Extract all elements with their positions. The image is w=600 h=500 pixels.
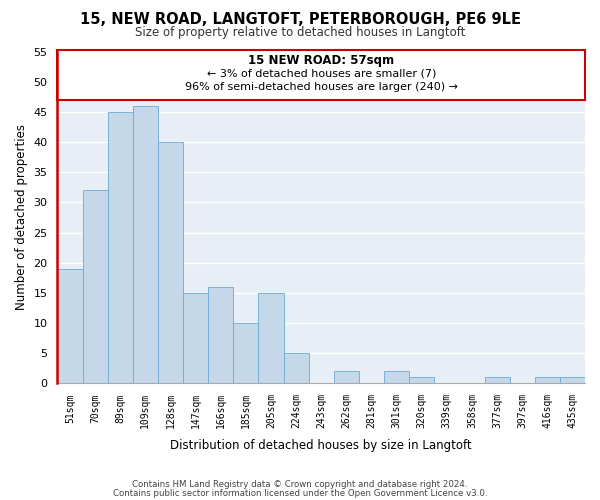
Text: Contains HM Land Registry data © Crown copyright and database right 2024.: Contains HM Land Registry data © Crown c… [132, 480, 468, 489]
Bar [158, 142, 183, 384]
Bar [58, 269, 83, 384]
Bar [233, 323, 259, 384]
Bar [535, 378, 560, 384]
Bar [485, 378, 509, 384]
Bar [183, 293, 208, 384]
Bar [284, 353, 308, 384]
Text: 15, NEW ROAD, LANGTOFT, PETERBOROUGH, PE6 9LE: 15, NEW ROAD, LANGTOFT, PETERBOROUGH, PE… [79, 12, 521, 28]
Bar [259, 293, 284, 384]
Bar [560, 378, 585, 384]
Bar [133, 106, 158, 384]
X-axis label: Distribution of detached houses by size in Langtoft: Distribution of detached houses by size … [170, 440, 472, 452]
Text: 96% of semi-detached houses are larger (240) →: 96% of semi-detached houses are larger (… [185, 82, 458, 92]
FancyBboxPatch shape [58, 50, 585, 100]
Text: Contains public sector information licensed under the Open Government Licence v3: Contains public sector information licen… [113, 488, 487, 498]
Text: ← 3% of detached houses are smaller (7): ← 3% of detached houses are smaller (7) [206, 68, 436, 78]
Bar [384, 372, 409, 384]
Bar [334, 372, 359, 384]
Bar [409, 378, 434, 384]
Bar [83, 190, 107, 384]
Bar [208, 287, 233, 384]
Text: Size of property relative to detached houses in Langtoft: Size of property relative to detached ho… [135, 26, 465, 39]
Y-axis label: Number of detached properties: Number of detached properties [15, 124, 28, 310]
Bar [107, 112, 133, 384]
Text: 15 NEW ROAD: 57sqm: 15 NEW ROAD: 57sqm [248, 54, 394, 67]
